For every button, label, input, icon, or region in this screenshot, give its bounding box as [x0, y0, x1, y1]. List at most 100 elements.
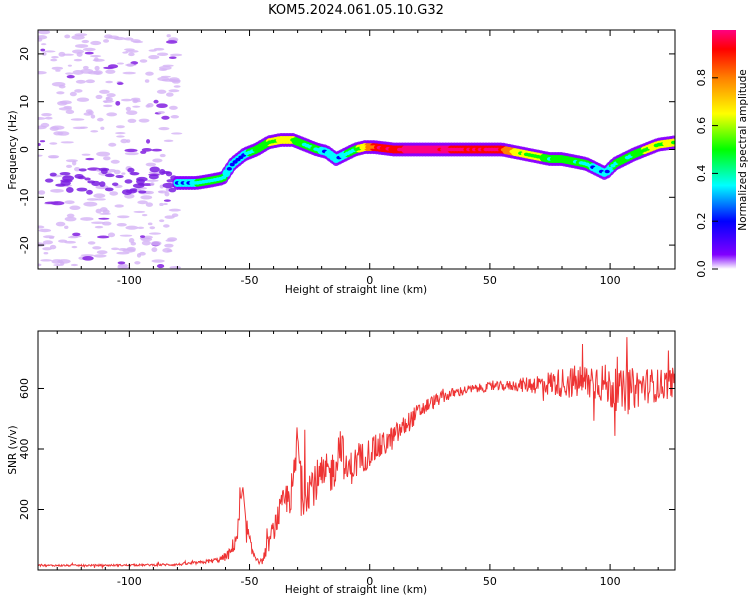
- noise-speckle: [169, 265, 182, 269]
- noise-speckle: [38, 35, 48, 40]
- noise-speckle: [55, 69, 61, 72]
- noise-speckle: [124, 148, 138, 153]
- noise-speckle: [140, 195, 153, 200]
- noise-speckle: [163, 202, 168, 206]
- noise-speckle-dark: [115, 174, 124, 179]
- noise-speckle: [87, 110, 94, 115]
- noise-speckle: [58, 84, 66, 89]
- noise-speckle-dark: [159, 168, 166, 175]
- colorbar-gradient: [712, 30, 736, 269]
- spectrogram-x-axis-title: Height of straight line (km): [285, 284, 427, 296]
- noise-speckle: [151, 259, 165, 263]
- noise-speckle: [85, 79, 95, 84]
- spectrogram-y-tick-label: 0: [18, 146, 31, 153]
- colorbar-tick-label: 0.2: [695, 212, 708, 230]
- noise-speckle: [149, 226, 156, 230]
- noise-speckle: [76, 97, 90, 102]
- noise-speckle: [145, 71, 154, 76]
- noise-speckle: [53, 131, 64, 136]
- snr-x-tick-label: 0: [366, 575, 373, 588]
- snr-y-tick-label: 200: [18, 499, 31, 520]
- noise-speckle: [50, 125, 65, 130]
- noise-speckle-dark: [91, 180, 101, 186]
- noise-speckle: [72, 160, 77, 166]
- noise-speckle: [166, 34, 171, 38]
- noise-speckle: [86, 198, 99, 201]
- noise-speckle: [113, 169, 121, 175]
- noise-speckle: [122, 71, 136, 75]
- noise-speckle: [72, 232, 81, 237]
- noise-speckle: [65, 72, 74, 75]
- noise-speckle: [51, 55, 59, 59]
- snr-x-tick-label: -100: [117, 575, 142, 588]
- noise-speckle: [85, 157, 95, 161]
- noise-speckle-dark: [111, 182, 119, 187]
- noise-speckle: [159, 153, 166, 158]
- snr-series-line: [38, 337, 675, 570]
- noise-speckle: [82, 65, 89, 70]
- noise-speckle: [144, 79, 150, 83]
- noise-speckle: [40, 259, 53, 262]
- noise-speckle: [74, 33, 88, 37]
- noise-speckle: [105, 80, 113, 84]
- noise-speckle: [156, 52, 169, 57]
- noise-speckle: [100, 126, 105, 130]
- noise-speckle: [38, 154, 43, 157]
- noise-speckle: [70, 118, 85, 121]
- noise-speckle: [80, 68, 94, 74]
- noise-speckle: [170, 115, 180, 119]
- noise-speckle: [108, 142, 117, 147]
- noise-speckle: [72, 49, 85, 54]
- noise-speckle: [106, 112, 118, 117]
- noise-speckle: [151, 247, 158, 253]
- noise-speckle: [116, 251, 130, 255]
- noise-speckle: [38, 30, 51, 35]
- noise-speckle: [65, 159, 78, 163]
- noise-speckle: [51, 66, 64, 70]
- noise-speckle: [106, 93, 116, 98]
- noise-speckle: [38, 225, 45, 229]
- noise-speckle: [169, 105, 178, 110]
- noise-speckle-dark: [74, 173, 84, 179]
- noise-speckle-dark: [127, 167, 135, 173]
- figure-title: KOM5.2024.061.05.10.G32: [268, 3, 444, 18]
- noise-speckle: [121, 172, 126, 175]
- noise-speckle-dark: [44, 178, 54, 183]
- noise-speckle: [145, 104, 151, 108]
- noise-speckle: [66, 213, 75, 218]
- noise-speckle: [82, 255, 94, 261]
- noise-speckle: [158, 68, 168, 71]
- noise-speckle: [166, 92, 174, 97]
- noise-speckle: [157, 110, 165, 114]
- noise-speckle: [168, 56, 177, 60]
- noise-speckle: [122, 248, 136, 253]
- noise-speckle: [153, 99, 159, 104]
- noise-speckle: [40, 48, 46, 52]
- noise-speckle: [99, 207, 108, 212]
- snr-x-tick-label: 100: [600, 575, 621, 588]
- noise-speckle: [74, 44, 89, 48]
- noise-speckle-dark: [148, 174, 159, 180]
- noise-speckle: [173, 85, 181, 88]
- noise-speckle-dark: [59, 172, 71, 176]
- noise-speckle-dark: [76, 187, 88, 192]
- noise-speckle: [119, 234, 133, 237]
- noise-speckle: [120, 138, 128, 144]
- noise-speckle: [96, 151, 111, 157]
- noise-speckle: [123, 37, 134, 41]
- noise-speckle: [64, 34, 71, 39]
- noise-speckle-dark: [104, 187, 114, 192]
- colorbar: 0.0 0.2 0.4 0.6 0.8 Normalized spectral ampl…: [695, 30, 749, 278]
- noise-speckle: [120, 98, 133, 102]
- noise-speckle: [67, 64, 72, 67]
- noise-speckle-dark: [162, 182, 175, 189]
- colorbar-ticks: 0.0 0.2 0.4 0.6 0.8: [695, 69, 718, 278]
- noise-speckle-dark: [138, 190, 147, 194]
- spectrogram-y-tick-label: -20: [18, 236, 31, 254]
- noise-speckle-dark: [62, 175, 74, 182]
- noise-speckle: [103, 156, 111, 161]
- colorbar-tick-label: 0.6: [695, 117, 708, 135]
- noise-speckle: [90, 114, 96, 119]
- snr-y-tick-label: 400: [18, 438, 31, 459]
